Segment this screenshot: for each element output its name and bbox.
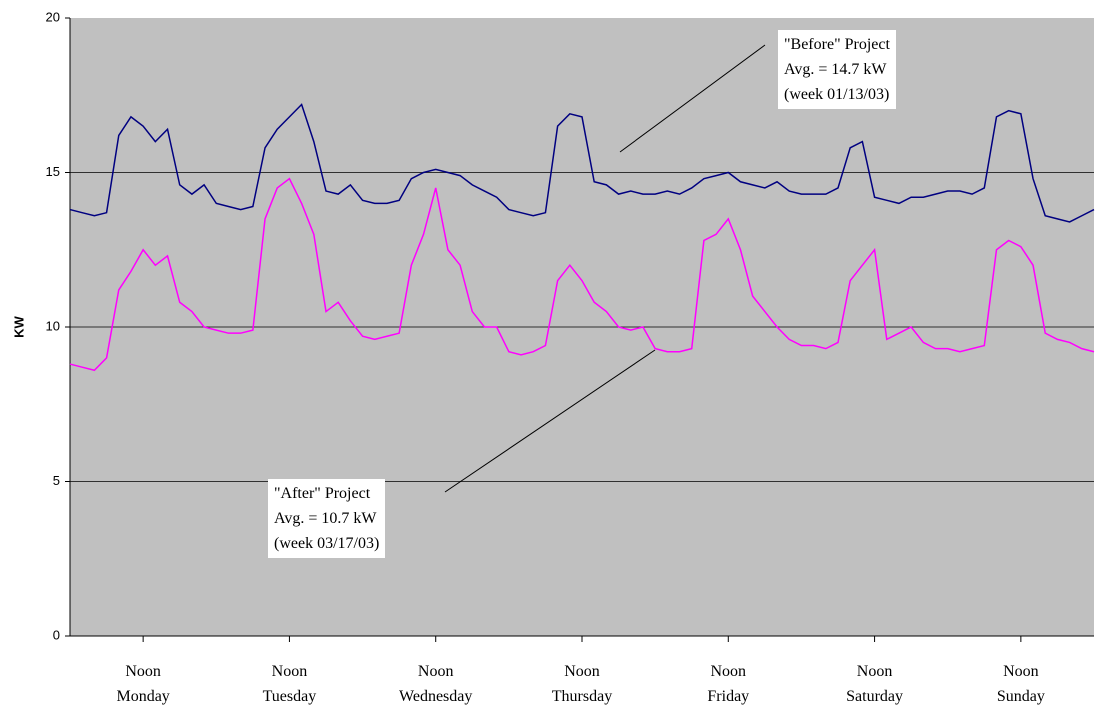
y-tick-label: 0	[53, 627, 60, 642]
leader-line	[619, 44, 766, 153]
annotation-line: "After" Project	[274, 485, 371, 502]
x-tick-label: Noon Friday	[707, 663, 750, 705]
y-axis-label: KW	[11, 315, 26, 337]
y-tick-label: 15	[46, 164, 60, 179]
series-line	[69, 177, 1095, 372]
annotation-before: "Before" Project Avg. = 14.7 kW (week 01…	[778, 30, 896, 109]
annotation-line: "Before" Project	[784, 36, 890, 53]
leader-line	[444, 349, 656, 493]
annotation-line: (week 03/17/03)	[274, 535, 380, 552]
series-line	[69, 103, 1095, 223]
x-tick-label: Noon Wednesday	[399, 663, 473, 705]
annotation-line: Avg. = 14.7 kW	[784, 61, 887, 78]
x-tick-label: Noon Thursday	[551, 663, 613, 705]
x-tick-label: Noon Tuesday	[262, 663, 317, 705]
y-tick-label: 20	[46, 9, 60, 24]
x-tick-label: Noon Sunday	[996, 663, 1045, 705]
x-tick-label: Noon Saturday	[846, 663, 903, 705]
annotation-after: "After" Project Avg. = 10.7 kW (week 03/…	[268, 479, 386, 558]
y-tick-label: 10	[46, 318, 60, 333]
y-tick-label: 5	[53, 473, 60, 488]
x-tick-label: Noon Monday	[116, 663, 170, 705]
annotation-line: Avg. = 10.7 kW	[274, 510, 377, 527]
annotation-line: (week 01/13/03)	[784, 86, 890, 103]
